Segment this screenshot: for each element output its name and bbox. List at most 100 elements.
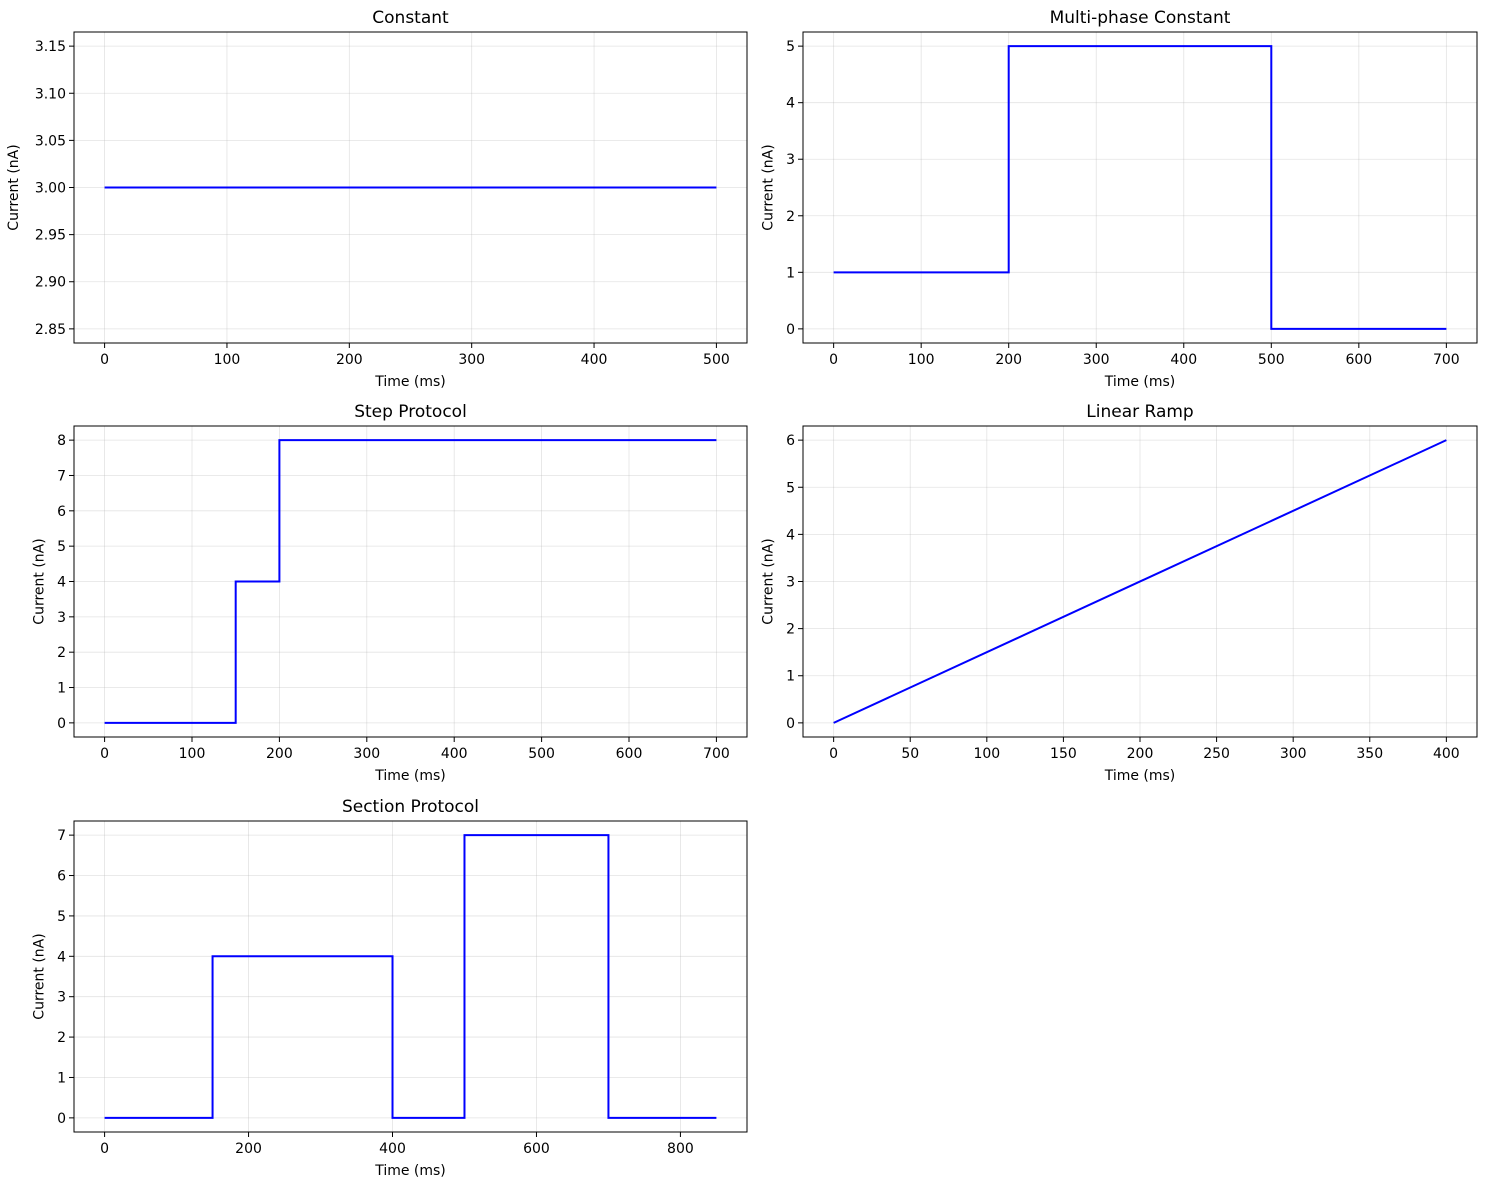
x-tick-label: 300	[1280, 746, 1307, 762]
x-tick-label: 150	[1050, 746, 1077, 762]
y-tick-label: 5	[786, 39, 795, 55]
y-axis-label: Current (nA)	[32, 538, 48, 624]
y-tick-label: 3	[786, 575, 795, 591]
x-tick-label: 500	[703, 352, 730, 368]
y-tick-label: 2.95	[35, 228, 66, 244]
x-tick-label: 50	[901, 746, 919, 762]
y-tick-label: 0	[57, 1111, 66, 1127]
x-tick-label: 200	[1127, 746, 1154, 762]
x-tick-label: 500	[528, 746, 555, 762]
x-tick-label: 0	[829, 352, 838, 368]
x-tick-label: 0	[829, 746, 838, 762]
series-line	[104, 834, 717, 1119]
plot-frame	[802, 31, 1478, 344]
x-axis-label: Time (ms)	[1104, 768, 1176, 784]
y-tick-label: 1	[57, 681, 66, 697]
y-tick-label: 5	[57, 909, 66, 925]
y-tick-label: 4	[57, 949, 66, 965]
y-tick-label: 5	[57, 539, 66, 555]
y-tick-label: 6	[786, 433, 795, 449]
subplot-4: 0 50 100 150 200 250 300 350 400 0 1 2 3 4 5 6 Linear Ra…	[761, 402, 1478, 784]
x-tick-label: 100	[214, 352, 241, 368]
chart-title: Linear Ramp	[1086, 402, 1193, 422]
y-tick-label: 2.85	[35, 322, 66, 338]
y-tick-label: 3	[57, 990, 66, 1006]
x-tick-label: 800	[667, 1141, 694, 1157]
x-axis-label: Time (ms)	[374, 374, 446, 390]
x-tick-label: 0	[100, 352, 109, 368]
y-axis-label: Current (nA)	[6, 144, 22, 230]
chart-title: Constant	[372, 8, 449, 28]
y-tick-label: 1	[57, 1070, 66, 1086]
series-line	[104, 439, 717, 724]
y-tick-label: 3.05	[35, 133, 66, 149]
subplot-2: 0 100 200 300 400 500 600 700 0 1 2 3 4 5 Multi-phase …	[761, 8, 1478, 390]
subplot-3: 0 100 200 300 400 500 600 700 0 1 2 3 4 5 6 7 8 Step Prot…	[32, 402, 748, 784]
y-tick-label: 2	[57, 645, 66, 661]
y-axis-label: Current (nA)	[32, 933, 48, 1019]
x-tick-label: 400	[1433, 746, 1460, 762]
y-tick-label: 2.90	[35, 275, 66, 291]
x-tick-label: 500	[1258, 352, 1285, 368]
x-tick-label: 700	[1433, 352, 1460, 368]
y-tick-label: 4	[57, 575, 66, 591]
y-tick-label: 6	[57, 869, 66, 885]
x-tick-label: 250	[1203, 746, 1230, 762]
x-axis-label: Time (ms)	[374, 768, 446, 784]
x-tick-label: 100	[179, 746, 206, 762]
x-tick-label: 300	[353, 746, 380, 762]
x-tick-label: 600	[1345, 352, 1372, 368]
y-tick-label: 5	[786, 480, 795, 496]
y-tick-label: 2	[57, 1030, 66, 1046]
x-tick-label: 400	[1170, 352, 1197, 368]
y-tick-label: 8	[57, 433, 66, 449]
y-tick-label: 0	[57, 716, 66, 732]
chart-title: Section Protocol	[342, 797, 479, 817]
y-tick-label: 3	[786, 152, 795, 168]
x-tick-label: 600	[523, 1141, 550, 1157]
subplot-1: 0 100 200 300 400 500 2.85 2.90 2.95 3.00 3.05 3.10…	[6, 8, 748, 390]
x-tick-label: 200	[336, 352, 363, 368]
x-tick-label: 350	[1356, 746, 1383, 762]
y-tick-label: 3.10	[35, 86, 66, 102]
y-tick-label: 2	[786, 622, 795, 638]
y-tick-label: 4	[786, 96, 795, 112]
y-tick-label: 3	[57, 610, 66, 626]
x-tick-label: 200	[266, 746, 293, 762]
x-tick-label: 100	[973, 746, 1000, 762]
x-tick-label: 400	[379, 1141, 406, 1157]
x-tick-label: 200	[995, 352, 1022, 368]
x-tick-label: 300	[458, 352, 485, 368]
y-tick-label: 1	[786, 669, 795, 685]
y-tick-label: 4	[786, 527, 795, 543]
subplot-5: 0 200 400 600 800 0 1 2 3 4 5 6 7 Section Protocol Tim…	[32, 797, 748, 1179]
y-tick-label: 2	[786, 209, 795, 225]
chart-title: Multi-phase Constant	[1050, 8, 1231, 28]
y-tick-label: 0	[786, 716, 795, 732]
series-line	[833, 439, 1447, 724]
y-tick-label: 1	[786, 265, 795, 281]
y-tick-label: 0	[786, 322, 795, 338]
y-tick-label: 6	[57, 504, 66, 520]
y-axis-label: Current (nA)	[761, 144, 777, 230]
y-tick-label: 3.15	[35, 39, 66, 55]
series-line	[833, 45, 1447, 330]
chart-title: Step Protocol	[354, 402, 467, 422]
x-tick-label: 400	[581, 352, 608, 368]
x-axis-label: Time (ms)	[374, 1163, 446, 1179]
x-axis-label: Time (ms)	[1104, 374, 1176, 390]
x-tick-label: 600	[616, 746, 643, 762]
y-tick-label: 7	[57, 828, 66, 844]
y-tick-label: 3.00	[35, 181, 66, 197]
y-axis-label: Current (nA)	[761, 538, 777, 624]
x-tick-label: 0	[100, 1141, 109, 1157]
y-tick-label: 7	[57, 468, 66, 484]
x-tick-label: 0	[100, 746, 109, 762]
x-tick-label: 400	[441, 746, 468, 762]
x-tick-label: 100	[908, 352, 935, 368]
x-tick-label: 200	[235, 1141, 262, 1157]
x-tick-label: 300	[1083, 352, 1110, 368]
plot-frame	[73, 820, 748, 1133]
x-tick-label: 700	[703, 746, 730, 762]
